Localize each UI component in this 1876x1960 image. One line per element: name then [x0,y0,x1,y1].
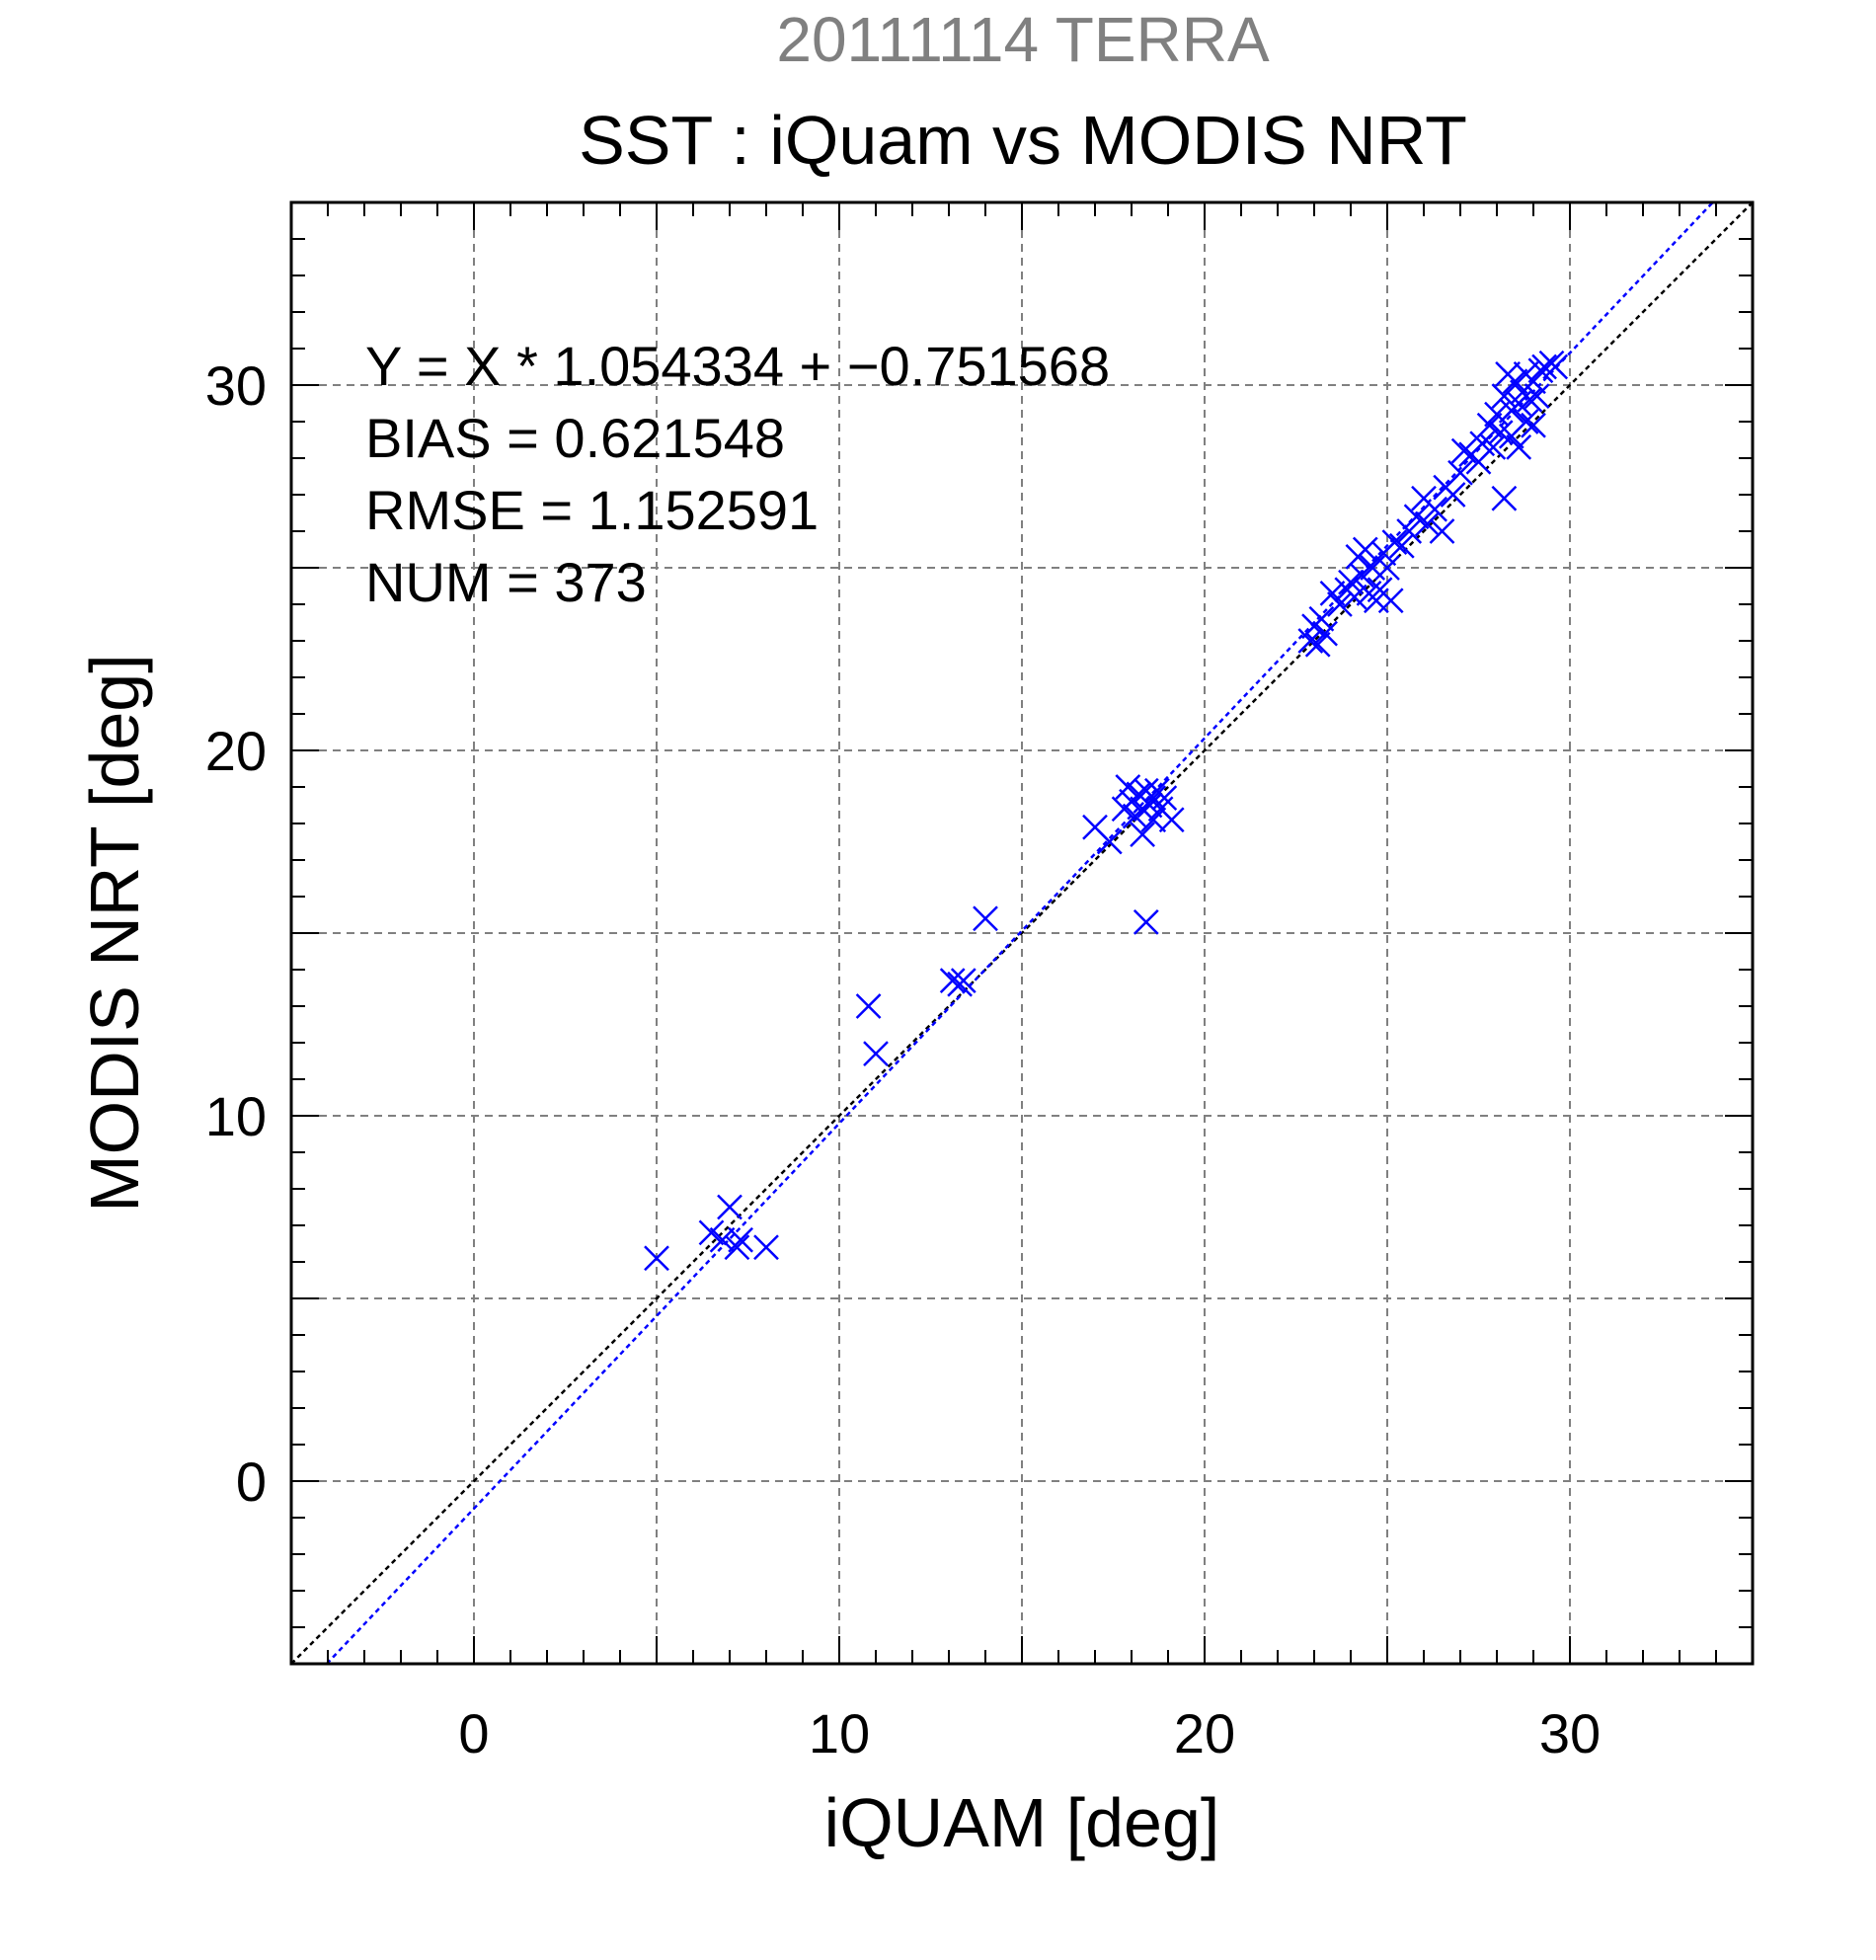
scatter-point [973,905,998,932]
y-tick-label: 20 [205,720,267,782]
scatter-point [1374,555,1400,581]
scatter-point [1338,569,1364,595]
scatter-point [1140,807,1167,833]
scatter-point [1096,828,1123,855]
scatter-point [709,1226,736,1253]
stats-annotation-line: RMSE = 1.152591 [365,479,819,541]
scatter-point [1480,434,1507,460]
scatter-point [1396,518,1423,544]
scatter-point [1133,909,1159,935]
scatter-point [1450,437,1477,464]
y-tick-label: 10 [205,1085,267,1147]
scatter-point [1297,628,1324,654]
scatter-point [1312,620,1338,647]
scatter-point [1531,353,1557,380]
x-tick-label: 0 [458,1702,489,1764]
chart-title: SST : iQuam vs MODIS NRT [579,102,1467,179]
grid-lines [291,202,1753,1664]
scatter-point [1524,383,1550,409]
scatter-point [1140,785,1167,811]
scatter-point [1381,529,1408,555]
reference-line [326,201,1714,1665]
scatter-point [1422,496,1447,522]
y-tick-label: 0 [236,1450,267,1513]
x-tick-label: 20 [1174,1702,1235,1764]
scatter-point [1502,368,1528,395]
plot-area-frame [289,200,1755,1666]
scatter-point [1341,584,1368,610]
reference-line [290,201,1754,1665]
scatter-point [1349,562,1374,588]
y-tick-label: 30 [205,354,267,417]
scatter-point [1308,605,1335,632]
tick-labels: 0 10 20 30 0 10 20 30 [205,354,1601,1764]
scatter-point [724,1234,750,1261]
scatter-point [1513,409,1539,434]
scatter-point [1388,532,1415,559]
scatter-point [1158,807,1185,833]
scatter-point [753,1234,779,1261]
x-tick-label: 10 [809,1702,870,1764]
scatter-point [855,993,882,1019]
scatter-point [863,1041,889,1066]
scatter-point [1440,482,1466,508]
y-axis-label: MODIS NRT [deg] [76,654,153,1212]
scatter-point [1491,485,1518,511]
axis-ticks [291,202,1753,1664]
scatter-point [1151,785,1178,811]
reference-lines [290,201,1754,1665]
scatter-point [1319,581,1346,606]
scatter-point [939,968,966,993]
stats-annotation-line: BIAS = 0.621548 [365,407,785,469]
scatter-point [1377,588,1404,614]
scatter-point [1403,504,1430,530]
scatter-point [1447,459,1473,486]
data-points [644,350,1569,1272]
stats-annotations: Y = X * 1.054334 + −0.751568 BIAS = 0.621… [365,335,1110,613]
scatter-point [1506,434,1532,460]
scatter-point [950,968,977,993]
chart-subtitle: 20111114 TERRA [776,4,1270,75]
scatter-point [1429,518,1455,544]
stats-annotation-line: NUM = 373 [365,551,647,613]
scatter-point [1521,412,1546,438]
scatter-point [698,1219,725,1246]
scatter-point [1327,591,1353,617]
stats-annotation-line: Y = X * 1.054334 + −0.751568 [365,335,1110,397]
scatter-point [1130,822,1155,847]
scatter-point [1414,510,1441,537]
scatter-point [1476,412,1503,438]
x-tick-label: 30 [1539,1702,1601,1764]
x-axis-label: iQUAM [deg] [824,1784,1220,1861]
scatter-point [1542,353,1569,380]
scatter-point [728,1226,753,1253]
scatter-point [1304,631,1331,658]
scatter-point [644,1245,669,1272]
scatter-point [717,1194,743,1220]
